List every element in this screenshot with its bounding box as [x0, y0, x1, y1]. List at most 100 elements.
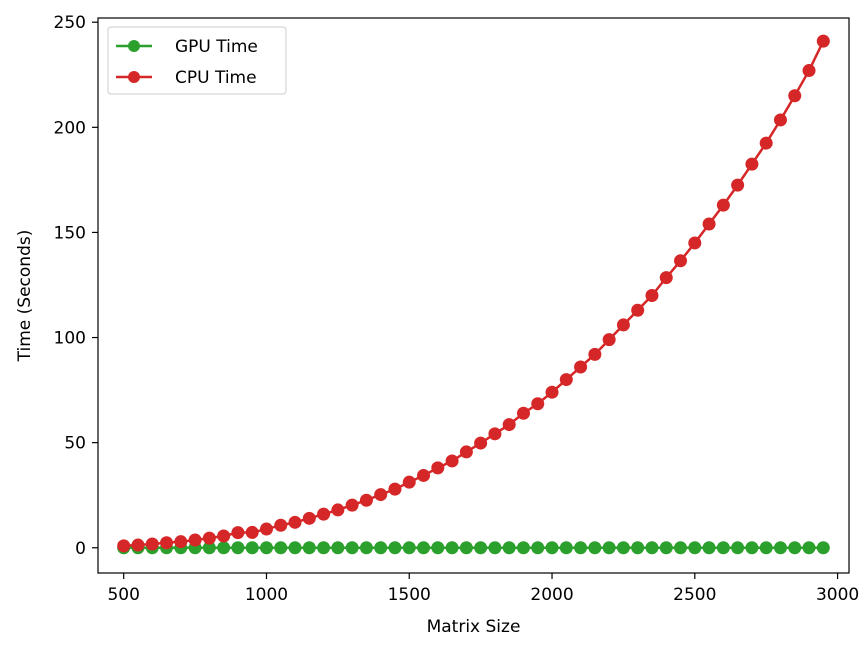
data-point-gpu-time [345, 541, 359, 555]
y-axis-label: Time (Seconds) [15, 230, 35, 363]
x-tick-label: 2500 [673, 585, 716, 605]
data-point-cpu-time [317, 507, 331, 521]
data-point-cpu-time [659, 271, 673, 285]
data-point-cpu-time [417, 468, 431, 482]
data-point-gpu-time [559, 541, 573, 555]
data-point-cpu-time [802, 64, 816, 78]
x-tick-label: 1500 [388, 585, 431, 605]
data-point-cpu-time [131, 538, 145, 552]
x-tick-label: 500 [107, 585, 139, 605]
data-point-cpu-time [631, 303, 645, 317]
data-point-gpu-time [602, 541, 616, 555]
data-point-gpu-time [674, 541, 688, 555]
data-point-gpu-time [259, 541, 273, 555]
y-axis-ticks: 0 50 100 150 200 250 [54, 13, 98, 559]
data-point-cpu-time [616, 318, 630, 332]
data-point-gpu-time [288, 541, 302, 555]
data-point-gpu-time [531, 541, 545, 555]
data-point-gpu-time [231, 541, 245, 555]
data-point-gpu-time [731, 541, 745, 555]
data-point-cpu-time [445, 454, 459, 468]
data-point-cpu-time [502, 418, 516, 432]
data-point-gpu-time [317, 541, 331, 555]
legend-marker-gpu [128, 40, 140, 52]
data-point-gpu-time [702, 541, 716, 555]
data-point-gpu-time [588, 541, 602, 555]
data-point-gpu-time [274, 541, 288, 555]
data-point-gpu-time [217, 541, 231, 555]
data-point-cpu-time [574, 360, 588, 374]
data-point-cpu-time [188, 533, 202, 547]
data-point-cpu-time [402, 475, 416, 489]
data-point-cpu-time [259, 522, 273, 536]
data-point-cpu-time [374, 488, 388, 502]
plot-frame [97, 17, 850, 574]
data-point-gpu-time [502, 541, 516, 555]
data-point-cpu-time [474, 436, 488, 450]
x-tick-label: 1000 [245, 585, 288, 605]
data-point-gpu-time [359, 541, 373, 555]
data-point-gpu-time [631, 541, 645, 555]
data-point-gpu-time [459, 541, 473, 555]
data-point-cpu-time [759, 136, 773, 150]
data-point-gpu-time [302, 541, 316, 555]
data-point-cpu-time [202, 531, 216, 545]
data-point-gpu-time [388, 541, 402, 555]
x-tick-label: 3000 [816, 585, 859, 605]
data-point-gpu-time [331, 541, 345, 555]
data-point-cpu-time [274, 518, 288, 532]
data-point-gpu-time [431, 541, 445, 555]
data-point-cpu-time [117, 539, 131, 553]
data-point-gpu-time [788, 541, 802, 555]
data-point-gpu-time [445, 541, 459, 555]
data-point-gpu-time [759, 541, 773, 555]
data-point-cpu-time [331, 503, 345, 517]
legend-entry-gpu: GPU Time [116, 37, 258, 57]
data-point-gpu-time [488, 541, 502, 555]
data-point-gpu-time [402, 541, 416, 555]
legend-marker-cpu [128, 71, 140, 83]
data-point-cpu-time [773, 113, 787, 127]
data-point-cpu-time [388, 482, 402, 496]
data-point-cpu-time [516, 406, 530, 420]
data-point-cpu-time [588, 347, 602, 361]
data-point-cpu-time [231, 526, 245, 540]
data-point-gpu-time [202, 541, 216, 555]
data-point-gpu-time [688, 541, 702, 555]
data-point-cpu-time [531, 397, 545, 411]
data-point-gpu-time [545, 541, 559, 555]
data-point-cpu-time [702, 217, 716, 231]
data-point-cpu-time [745, 157, 759, 171]
data-point-cpu-time [431, 461, 445, 475]
y-tick-label: 200 [54, 118, 86, 138]
data-point-gpu-time [745, 541, 759, 555]
y-tick-label: 100 [54, 329, 86, 349]
data-point-cpu-time [731, 178, 745, 192]
x-axis-ticks: 500 1000 1500 2000 2500 3000 [107, 573, 859, 605]
data-point-cpu-time [488, 427, 502, 441]
data-point-cpu-time [302, 511, 316, 525]
data-point-cpu-time [174, 535, 188, 549]
data-point-gpu-time [816, 541, 830, 555]
series-markers [117, 34, 830, 555]
data-point-cpu-time [559, 373, 573, 387]
data-point-cpu-time [602, 333, 616, 347]
data-point-gpu-time [716, 541, 730, 555]
y-tick-label: 250 [54, 13, 86, 33]
data-point-cpu-time [217, 529, 231, 543]
y-tick-label: 50 [64, 434, 86, 454]
data-point-gpu-time [245, 541, 259, 555]
legend-entry-cpu: CPU Time [116, 68, 257, 88]
data-point-gpu-time [659, 541, 673, 555]
data-point-cpu-time [288, 515, 302, 529]
data-point-cpu-time [345, 498, 359, 512]
data-point-gpu-time [773, 541, 787, 555]
data-point-cpu-time [688, 236, 702, 250]
x-tick-label: 2000 [530, 585, 573, 605]
data-point-cpu-time [645, 289, 659, 302]
legend: GPU Time CPU Time [107, 26, 287, 95]
data-point-gpu-time [374, 541, 388, 555]
data-point-cpu-time [459, 445, 473, 459]
